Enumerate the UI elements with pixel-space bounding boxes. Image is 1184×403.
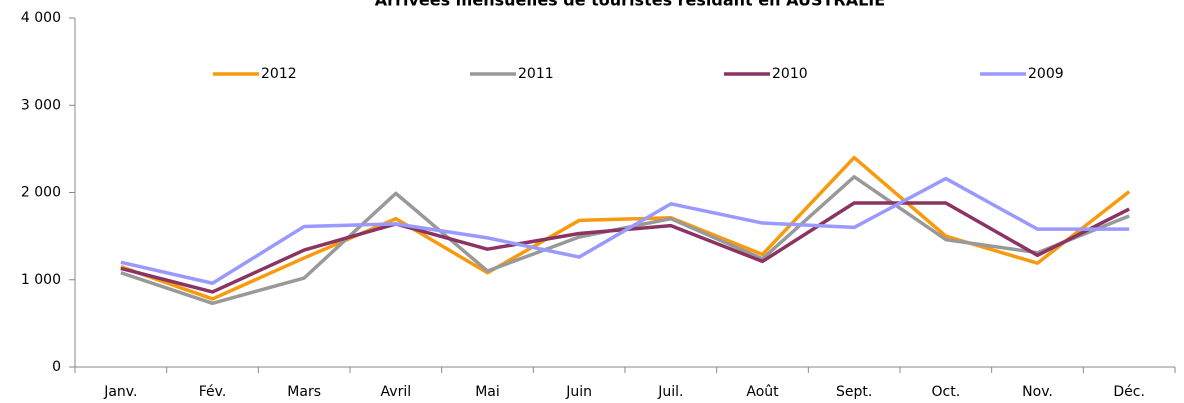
x-tick-label: Mars [287, 384, 321, 400]
legend-label: 2012 [261, 66, 297, 82]
legend-label: 2009 [1028, 66, 1064, 82]
y-tick-label: 3 000 [21, 97, 61, 113]
x-tick-label: Août [746, 384, 779, 400]
x-tick-label: Déc. [1113, 384, 1145, 400]
legend-label: 2011 [518, 66, 554, 82]
x-tick-label: Sept. [836, 384, 872, 400]
y-tick-label: 0 [52, 359, 61, 375]
x-tick-label: Fév. [199, 384, 227, 400]
chart-title: Arrivées mensuelles de touristes résidan… [375, 0, 885, 10]
x-tick-label: Oct. [932, 384, 961, 400]
y-tick-label: 2 000 [21, 185, 61, 201]
x-tick-label: Nov. [1022, 384, 1053, 400]
x-tick-label: Avril [381, 384, 412, 400]
legend-label: 2010 [772, 66, 808, 82]
x-tick-label: Janv. [103, 384, 137, 400]
series-line [120, 176, 1130, 285]
y-tick-label: 4 000 [21, 10, 61, 26]
x-tick-label: Mai [475, 384, 500, 400]
x-tick-label: Juil. [657, 384, 683, 400]
y-tick-label: 1 000 [21, 272, 61, 288]
x-tick-label: Juin [565, 384, 592, 400]
